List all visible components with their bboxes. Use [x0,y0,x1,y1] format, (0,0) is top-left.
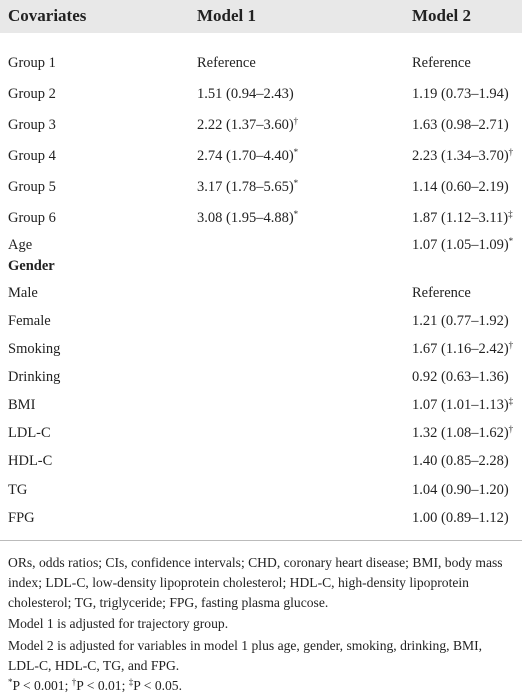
column-header: Model 1 [197,6,257,25]
significance-legend: *P < 0.001; †P < 0.01; ‡P < 0.05. [8,676,516,696]
table-cell: Reference [412,283,471,303]
column-header: Covariates [8,6,87,25]
significance-mark: † [293,116,299,126]
table-cell: 1.67 (1.16–2.42)† [412,339,513,359]
cell-value: 1.51 (0.94–2.43) [197,86,294,102]
cell-value: Reference [412,285,471,301]
table-cell: 0.92 (0.63–1.36) [412,367,509,387]
cell-value: Reference [412,55,471,71]
cell-value: 1.00 (0.89–1.12) [412,510,509,526]
row-label: BMI [8,397,36,413]
footnote: ORs, odds ratios; CIs, confidence interv… [8,555,503,610]
significance-mark: ‡ [508,209,513,219]
cell-value: 1.19 (0.73–1.94) [412,86,509,102]
row-label: Group 2 [8,86,56,102]
section-heading: Gender [8,258,55,274]
cell-value: 1.04 (0.90–1.20) [412,482,509,498]
table-cell: 3.17 (1.78–5.65)* [197,177,298,197]
significance-mark: * [508,236,514,246]
significance-text: P < 0.001; [12,678,69,693]
row-label: Drinking [8,369,61,385]
cell-value: 2.22 (1.37–3.60) [197,117,294,133]
cell-value: 3.08 (1.95–4.88) [197,210,294,226]
header-background [0,0,522,33]
cell-value: 2.23 (1.34–3.70) [412,148,509,164]
cell-value: 1.87 (1.12–3.11) [412,210,509,226]
table-cell: 1.19 (0.73–1.94) [412,84,509,104]
row-label: Age [8,237,33,253]
significance-symbol: ‡ [128,677,134,687]
table-cell: 1.14 (0.60–2.19) [412,177,509,197]
row-label: Smoking [8,341,61,357]
table-cell: 1.87 (1.12–3.11)‡ [412,208,513,228]
cell-value: Reference [197,55,256,71]
cell-value: 1.67 (1.16–2.42) [412,341,509,357]
significance-mark: † [508,147,514,157]
table-cell: 3.08 (1.95–4.88)* [197,208,298,228]
table-cell: 2.22 (1.37–3.60)† [197,115,298,135]
cell-value: 1.32 (1.08–1.62) [412,425,509,441]
cell-value: 2.74 (1.70–4.40) [197,148,294,164]
significance-symbol: † [71,677,77,687]
row-label: Group 4 [8,148,56,164]
table-cell: 1.32 (1.08–1.62)† [412,423,513,443]
row-label: Group 6 [8,210,56,226]
cell-value: 0.92 (0.63–1.36) [412,369,509,385]
row-label: FPG [8,510,35,526]
table-cell: 2.23 (1.34–3.70)† [412,146,513,166]
table-cell: Reference [412,53,471,73]
row-label: Group 5 [8,179,56,195]
footnote: Model 2 is adjusted for variables in mod… [8,638,483,673]
cell-value: 1.63 (0.98–2.71) [412,117,509,133]
table-cell: 1.07 (1.01–1.13)‡ [412,395,513,415]
cell-value: 1.07 (1.01–1.13) [412,397,509,413]
table-cell: 1.07 (1.05–1.09)* [412,235,513,255]
table-cell: 1.51 (0.94–2.43) [197,84,294,104]
row-label: Female [8,313,51,329]
table-cell: Reference [197,53,256,73]
significance-text: P < 0.01; [76,678,126,693]
significance-mark: * [293,147,299,157]
cell-value: 1.21 (0.77–1.92) [412,313,509,329]
footnote: Model 1 is adjusted for trajectory group… [8,616,229,631]
cell-value: 1.40 (0.85–2.28) [412,453,509,469]
table-cell: 2.74 (1.70–4.40)* [197,146,298,166]
cell-value: 1.14 (0.60–2.19) [412,179,509,195]
significance-mark: ‡ [508,396,514,406]
cell-value: 1.07 (1.05–1.09) [412,237,509,253]
table-cell: 1.63 (0.98–2.71) [412,115,509,135]
row-label: HDL-C [8,453,53,469]
row-label: TG [8,482,28,498]
row-label: Group 1 [8,55,56,71]
table-cell: 1.40 (0.85–2.28) [412,451,509,471]
column-header: Model 2 [412,6,472,25]
table-cell: 1.04 (0.90–1.20) [412,480,509,500]
significance-mark: * [293,209,299,219]
row-label: Male [8,285,38,301]
significance-text: P < 0.05. [133,678,183,693]
row-label: Group 3 [8,117,56,133]
significance-mark: † [508,340,514,350]
table-rule [0,540,522,541]
significance-mark: † [508,424,514,434]
significance-mark: * [293,178,299,188]
cell-value: 3.17 (1.78–5.65) [197,179,294,195]
table-cell: 1.00 (0.89–1.12) [412,508,509,528]
significance-symbol: * [8,677,13,687]
table-cell: 1.21 (0.77–1.92) [412,311,509,331]
row-label: LDL-C [8,425,51,441]
